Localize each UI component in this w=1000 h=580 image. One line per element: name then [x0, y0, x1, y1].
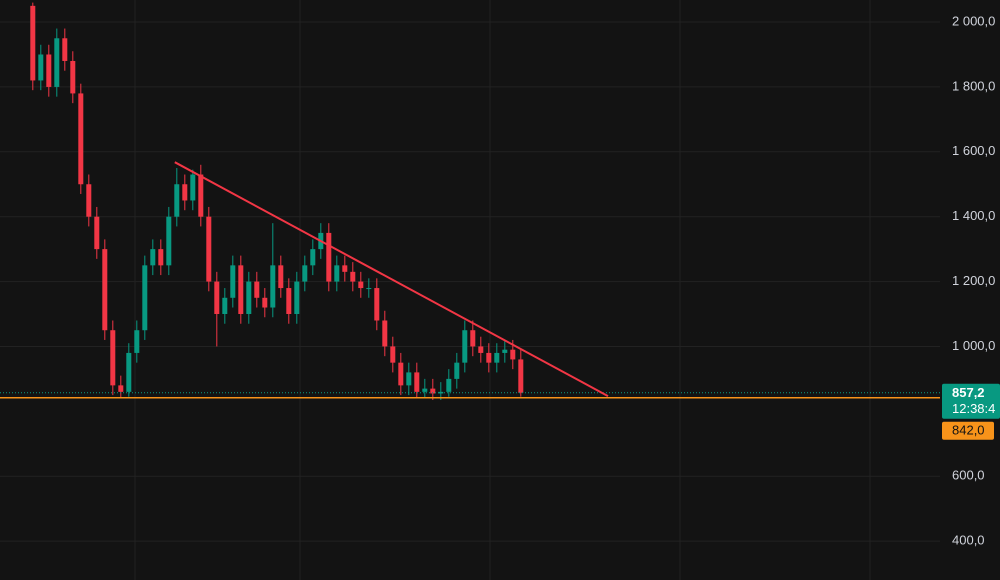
candle-body	[254, 281, 260, 298]
candle-body	[438, 391, 444, 394]
candle-body	[286, 288, 292, 315]
candle-body	[126, 352, 132, 392]
candle-body	[342, 265, 348, 272]
candle-body	[182, 184, 188, 201]
candle-body	[270, 265, 276, 308]
candle-body	[158, 249, 164, 266]
candle-body	[406, 372, 412, 386]
last-price-label: 857,2	[952, 385, 985, 400]
candle-body	[86, 184, 92, 217]
candle-body	[390, 346, 396, 363]
candle-body	[374, 288, 380, 321]
candle-body	[302, 265, 308, 282]
candle-body	[486, 352, 492, 363]
candle-body	[30, 5, 36, 81]
candle-body	[238, 265, 244, 315]
y-tick-label: 1 000,0	[952, 338, 995, 353]
candle-body	[174, 184, 180, 217]
y-tick-label: 400,0	[952, 533, 985, 548]
candle-body	[54, 38, 60, 87]
candle-body	[334, 265, 340, 282]
candle-body	[382, 320, 388, 347]
candle-body	[326, 232, 332, 282]
candle-body	[470, 330, 476, 347]
candle-body	[222, 297, 228, 315]
candle-body	[110, 330, 116, 386]
candle-body	[38, 54, 44, 81]
candle-body	[366, 288, 372, 290]
candle-body	[46, 54, 52, 87]
y-tick-label: 2 000,0	[952, 13, 995, 28]
candle-body	[454, 362, 460, 379]
candle-body	[358, 281, 364, 289]
countdown: 12:38:4	[952, 401, 995, 416]
y-tick-label: 1 600,0	[952, 143, 995, 158]
candle-body	[422, 388, 428, 392]
candle-body	[190, 174, 196, 201]
y-tick-label: 600,0	[952, 468, 985, 483]
candle-body	[134, 330, 140, 353]
candle-body	[70, 60, 76, 94]
y-tick-label: 1 800,0	[952, 78, 995, 93]
vertical-grid	[134, 0, 871, 580]
y-tick-label: 1 400,0	[952, 208, 995, 223]
candle-body	[94, 216, 100, 250]
candle-body	[350, 271, 356, 282]
candle-body	[462, 330, 468, 363]
candle-body	[294, 281, 300, 315]
candle-body	[278, 265, 284, 289]
candle-body	[166, 216, 172, 266]
candle-body	[398, 362, 404, 386]
y-tick-label: 1 200,0	[952, 273, 995, 288]
candle-body	[310, 249, 316, 266]
last-price-badge	[942, 383, 1000, 419]
candle-body	[478, 346, 484, 353]
candle-body	[510, 349, 516, 360]
candles	[30, 2, 524, 400]
candle-body	[246, 281, 252, 315]
candle-body	[230, 265, 236, 298]
candle-body	[62, 38, 68, 61]
candle-body	[262, 297, 268, 308]
candle-body	[78, 93, 84, 185]
candle-body	[214, 281, 220, 315]
level-badge	[942, 421, 994, 440]
candle-body	[414, 372, 420, 392]
candle-body	[102, 249, 108, 331]
trend-line	[174, 161, 609, 397]
candle-body	[494, 352, 500, 363]
candle-body	[142, 265, 148, 331]
candle-body	[150, 249, 156, 266]
candle-body	[198, 174, 204, 217]
candle-body	[118, 385, 124, 392]
candle-body	[446, 378, 452, 392]
candle-body	[502, 349, 508, 353]
candle-body	[430, 388, 436, 394]
candle-body	[206, 216, 212, 282]
level-label: 842,0	[952, 423, 985, 438]
candle-body	[518, 359, 524, 393]
